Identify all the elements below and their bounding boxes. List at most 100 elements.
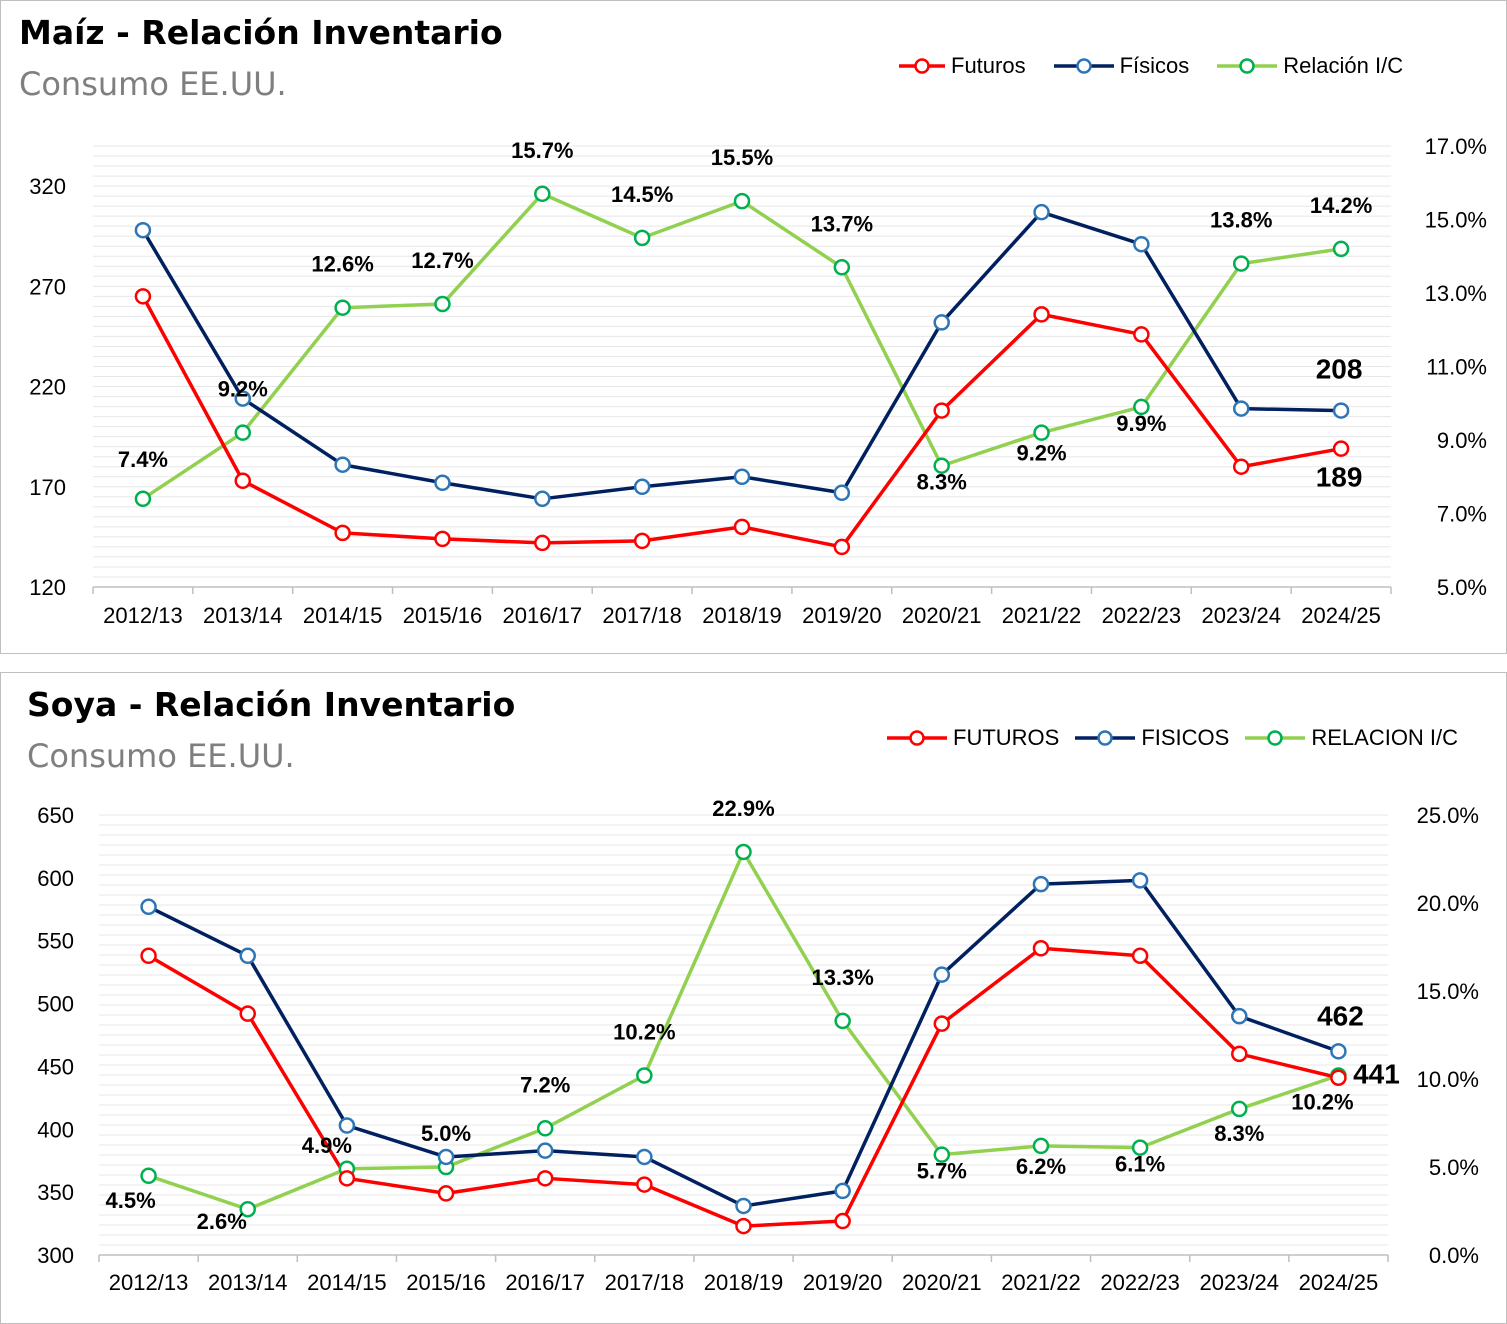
data-point bbox=[1131, 1139, 1149, 1156]
right-tick-label: 5.0% bbox=[1429, 1155, 1479, 1180]
data-point bbox=[437, 1148, 455, 1166]
right-tick-label: 11.0% bbox=[1426, 355, 1487, 380]
right-tick-label: 9.0% bbox=[1437, 428, 1487, 453]
data-point bbox=[833, 538, 851, 556]
legend-item-fisicos: Físicos bbox=[1053, 53, 1190, 79]
x-tick-label: 2016/17 bbox=[505, 1270, 585, 1295]
data-point bbox=[1032, 1137, 1050, 1155]
data-label: 14.2% bbox=[1310, 193, 1372, 218]
data-point bbox=[334, 299, 351, 316]
data-point bbox=[1231, 1100, 1248, 1118]
end-label-futuros: 189 bbox=[1316, 462, 1363, 493]
end-label-fisicos: 208 bbox=[1316, 354, 1363, 385]
data-point bbox=[1332, 240, 1350, 258]
data-point bbox=[633, 229, 651, 247]
data-label: 9.2% bbox=[1016, 441, 1066, 466]
data-point bbox=[735, 1217, 752, 1235]
data-point bbox=[239, 1005, 256, 1022]
x-tick-label: 2013/14 bbox=[208, 1270, 288, 1295]
chart-subtitle: Consumo EE.UU. bbox=[19, 65, 287, 103]
data-label: 10.2% bbox=[613, 1019, 675, 1044]
data-point bbox=[636, 1176, 653, 1193]
data-point bbox=[234, 472, 252, 490]
x-tick-label: 2022/23 bbox=[1100, 1270, 1180, 1295]
data-point bbox=[1032, 940, 1050, 957]
data-label: 7.2% bbox=[520, 1072, 570, 1097]
data-point bbox=[1231, 1007, 1248, 1025]
data-point bbox=[1131, 947, 1149, 965]
data-point bbox=[434, 474, 451, 492]
x-tick-label: 2012/13 bbox=[109, 1270, 189, 1295]
left-tick-label: 300 bbox=[37, 1243, 74, 1268]
x-tick-label: 2019/20 bbox=[802, 603, 882, 628]
maiz-chart-panel: Maíz - Relación Inventario Consumo EE.UU… bbox=[0, 0, 1507, 654]
data-point bbox=[933, 966, 951, 983]
data-label: 10.2% bbox=[1291, 1089, 1353, 1114]
data-label: 22.9% bbox=[712, 796, 774, 821]
data-label: 12.7% bbox=[411, 248, 473, 273]
data-point bbox=[933, 402, 950, 419]
data-point bbox=[834, 1182, 851, 1200]
x-tick-label: 2022/23 bbox=[1102, 603, 1182, 628]
legend-item-fisicos: FISICOS bbox=[1075, 725, 1229, 751]
data-label: 5.0% bbox=[421, 1121, 471, 1146]
data-label: 9.9% bbox=[1116, 411, 1166, 436]
chart-title: Maíz - Relación Inventario bbox=[19, 13, 503, 52]
soya-line-chart: 2012/13 2013/14 2014/15 2015/16 2016/17 2017/… bbox=[37, 796, 1479, 1295]
left-tick-label: 350 bbox=[37, 1180, 74, 1205]
legend-label: RELACION I/C bbox=[1311, 725, 1459, 750]
data-point bbox=[833, 484, 851, 502]
data-point bbox=[834, 1212, 851, 1230]
left-tick-label: 450 bbox=[37, 1054, 74, 1079]
data-label: 8.3% bbox=[917, 470, 967, 495]
data-point bbox=[633, 478, 651, 496]
data-point bbox=[834, 1012, 851, 1030]
data-point bbox=[1330, 1069, 1347, 1086]
data-label: 6.1% bbox=[1115, 1152, 1165, 1177]
left-tick-label: 270 bbox=[29, 274, 66, 299]
x-tick-label: 2012/13 bbox=[103, 603, 183, 628]
legend-label: Físicos bbox=[1119, 53, 1190, 78]
x-tick-label: 2019/20 bbox=[803, 1270, 883, 1295]
data-label: 15.5% bbox=[711, 145, 773, 170]
x-tick-label: 2015/16 bbox=[403, 603, 483, 628]
data-point bbox=[134, 490, 152, 508]
legend-item-futuros: FUTUROS bbox=[887, 725, 1059, 751]
data-point bbox=[933, 457, 950, 474]
data-point bbox=[239, 1200, 256, 1218]
data-point bbox=[933, 1146, 951, 1163]
left-tick-label: 220 bbox=[29, 375, 66, 400]
chart-subtitle: Consumo EE.UU. bbox=[27, 737, 295, 775]
gridlines bbox=[93, 145, 1391, 588]
data-label: 12.6% bbox=[311, 252, 373, 277]
data-label: 9.2% bbox=[218, 377, 268, 402]
x-tick-label: 2021/22 bbox=[1001, 1270, 1081, 1295]
legend-item-futuros: Futuros bbox=[899, 53, 1026, 79]
x-tick-label: 2021/22 bbox=[1002, 603, 1082, 628]
data-point bbox=[733, 468, 751, 485]
data-point bbox=[1332, 402, 1350, 419]
data-point bbox=[239, 947, 256, 965]
data-point bbox=[933, 314, 950, 331]
data-point bbox=[636, 1148, 653, 1166]
right-tick-label: 0.0% bbox=[1429, 1243, 1479, 1268]
data-label: 15.7% bbox=[511, 138, 573, 163]
data-point bbox=[536, 1170, 554, 1187]
data-point bbox=[338, 1117, 356, 1134]
legend-label: Relación I/C bbox=[1283, 53, 1404, 78]
data-point bbox=[140, 1167, 157, 1185]
end-label-futuros: 441 bbox=[1353, 1059, 1400, 1090]
x-tick-label: 2020/21 bbox=[902, 603, 982, 628]
left-tick-label: 500 bbox=[37, 992, 74, 1017]
data-point bbox=[1232, 255, 1250, 272]
data-point bbox=[334, 524, 351, 542]
data-point bbox=[434, 530, 451, 548]
x-tick-label: 2024/25 bbox=[1301, 603, 1381, 628]
legend-label: FUTUROS bbox=[953, 725, 1060, 750]
data-point bbox=[1232, 400, 1250, 417]
right-tick-label: 10.0% bbox=[1417, 1067, 1479, 1092]
data-point bbox=[1330, 1043, 1347, 1060]
data-label: 13.8% bbox=[1210, 208, 1272, 233]
data-point bbox=[1033, 424, 1050, 441]
data-point bbox=[338, 1170, 356, 1187]
